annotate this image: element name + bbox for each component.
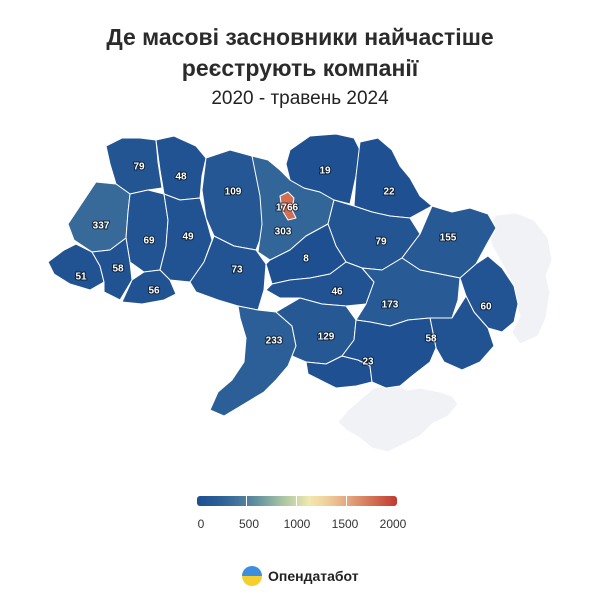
legend-segment: [297, 496, 347, 506]
region-value-label-mykolaiv: 129: [318, 332, 335, 343]
region-value-label-chernivtsi: 56: [148, 286, 160, 297]
region-chernivtsi: [121, 269, 177, 305]
region-value-label-rivne: 48: [175, 172, 187, 183]
region-value-label-luhansk: 60: [480, 302, 492, 313]
region-kyiv-city: [279, 191, 297, 221]
region-zaporizhzhia: [341, 317, 437, 389]
region-value-label-poltava: 79: [375, 237, 387, 248]
region-value-label-sumy: 22: [383, 187, 395, 198]
chart-title-line-2: реєструють компанії: [181, 55, 419, 81]
region-vinnytsia: [189, 235, 267, 311]
region-value-label-chernihiv: 19: [319, 166, 331, 177]
region-ternopil: [125, 189, 169, 273]
region-value-label-odesa: 233: [266, 336, 283, 347]
region-value-label-zaporizhzhia: 23: [362, 357, 374, 368]
region-value-label-volyn: 79: [133, 162, 145, 173]
legend-segment: [247, 496, 297, 506]
legend-tick-label: 2000: [379, 517, 407, 531]
region-value-label-lviv: 337: [93, 221, 110, 232]
region-chernihiv: [285, 133, 361, 205]
region-value-label-donetsk: 58: [425, 334, 437, 345]
region-value-label-kirovohrad: 46: [331, 287, 343, 298]
region-rivne: [155, 135, 207, 201]
region-volyn: [105, 137, 163, 195]
region-crimea: [337, 383, 459, 453]
region-ivano-frankivsk: [91, 237, 133, 301]
region-value-label-khmelnytskyi: 49: [182, 232, 194, 243]
color-scale-legend: [197, 496, 397, 506]
legend-tick-label: 0: [197, 517, 205, 531]
chart-title: Де масові засновники найчастіше реєструю…: [0, 22, 600, 84]
region-value-label-ternopil: 69: [143, 236, 155, 247]
region-value-label-cherkasy: 8: [303, 254, 309, 265]
legend-tick-label: 1500: [331, 517, 359, 531]
region-sumy: [353, 137, 433, 219]
legend-tick-label: 1000: [283, 517, 311, 531]
opendatabot-logo-icon: [242, 566, 262, 586]
region-value-label-vinnytsia: 73: [231, 265, 243, 276]
region-value-label-kharkiv: 155: [440, 233, 457, 244]
brand: Опендатабот: [242, 566, 359, 586]
region-value-label-zhytomyr: 109: [225, 187, 242, 198]
region-value-label-kyiv-oblast: 303: [275, 227, 292, 238]
chart-subtitle: 2020 - травень 2024: [211, 88, 389, 109]
region-value-label-ivano-frankivsk: 58: [112, 264, 124, 275]
region-odesa: [209, 305, 297, 417]
region-value-label-dnipropetrovsk: 173: [382, 300, 399, 311]
region-value-label-zakarpattia: 51: [75, 272, 87, 283]
chart-title-line-1: Де масові засновники найчастіше: [106, 24, 494, 50]
legend-tick-label: 500: [238, 517, 260, 531]
region-value-label-kyiv-city: 1766: [276, 203, 299, 214]
region-occupied-east: [487, 212, 553, 345]
legend-segment: [347, 496, 397, 506]
region-luhansk: [459, 255, 519, 333]
legend-segment: [197, 496, 247, 506]
brand-name: Опендатабот: [268, 568, 359, 584]
